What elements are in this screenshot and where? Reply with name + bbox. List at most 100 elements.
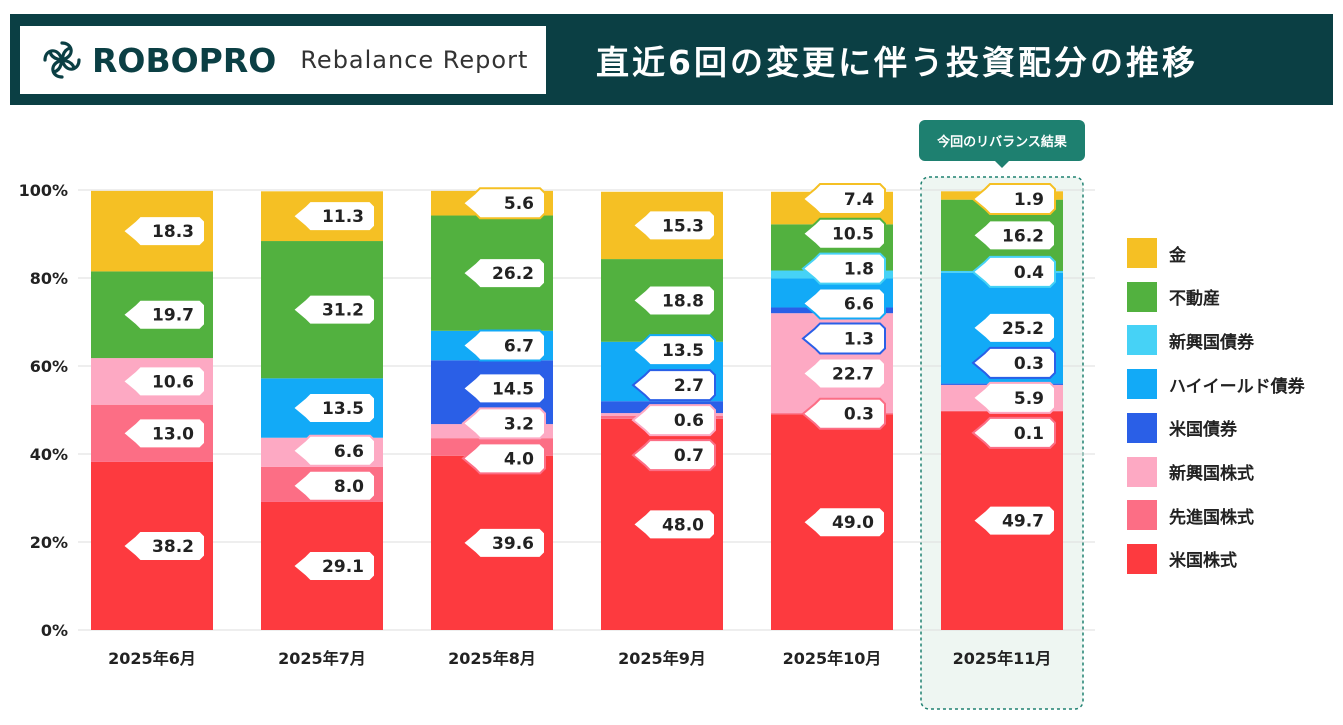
data-label: 10.6 [152, 372, 194, 392]
data-label-box [291, 549, 376, 582]
data-label-box [971, 346, 1056, 379]
legend-label: 金 [1169, 245, 1186, 266]
data-label: 11.3 [322, 207, 364, 227]
y-tick-label: 80% [30, 269, 68, 288]
legend-item: 新興国債券 [1127, 325, 1254, 356]
header-bar: ROBOPRO Rebalance Report 直近6回の変更に伴う投資配分の… [10, 14, 1333, 105]
data-label: 1.8 [844, 260, 874, 280]
data-label-box [291, 200, 376, 233]
data-label-box [461, 187, 546, 220]
data-label: 3.2 [504, 414, 534, 434]
data-label-box [631, 209, 716, 242]
data-label: 6.6 [844, 295, 874, 315]
data-label-box [971, 183, 1056, 215]
data-label-box [461, 372, 546, 405]
data-label: 49.7 [1002, 512, 1044, 532]
knot-logo-icon [43, 41, 81, 79]
x-tick-label: 2025年7月 [278, 649, 366, 668]
data-label: 2.7 [674, 376, 704, 396]
page-title: 直近6回の変更に伴う投資配分の推移 [596, 43, 1198, 82]
y-tick-label: 20% [30, 533, 68, 552]
logo-box: ROBOPRO Rebalance Report [20, 26, 546, 94]
data-label-box [121, 529, 206, 562]
data-label-box [121, 215, 206, 248]
data-label: 6.6 [334, 442, 364, 462]
data-label-box [801, 287, 886, 320]
data-label: 19.7 [152, 306, 194, 326]
legend-swatch [1127, 325, 1157, 356]
data-label-box [461, 407, 546, 440]
data-label-box [461, 526, 546, 559]
data-label-box [971, 416, 1056, 449]
data-label-box [971, 381, 1056, 414]
data-label-box [461, 442, 546, 475]
data-label: 0.6 [674, 411, 704, 431]
data-label: 0.3 [1014, 354, 1044, 374]
brand-name: ROBOPRO [92, 40, 277, 80]
data-label-box [971, 311, 1056, 344]
data-label: 26.2 [492, 264, 534, 284]
data-label-box [291, 434, 376, 467]
y-tick-label: 60% [30, 357, 68, 376]
data-label: 0.7 [674, 446, 704, 466]
legend-swatch [1127, 500, 1157, 531]
data-label-box [291, 293, 376, 326]
data-label-box [631, 334, 716, 367]
data-label: 25.2 [1002, 319, 1044, 339]
legend-swatch [1127, 412, 1157, 443]
data-label: 10.5 [832, 225, 874, 245]
data-label: 13.5 [322, 399, 364, 419]
data-label-box [291, 392, 376, 425]
data-label: 1.9 [1014, 190, 1044, 210]
data-label: 0.1 [1014, 424, 1044, 444]
data-label: 48.0 [662, 515, 704, 535]
data-label: 6.7 [504, 337, 534, 357]
data-label: 13.5 [662, 341, 704, 361]
highlight-callout-label: 今回のリバランス結果 [936, 134, 1067, 150]
legend-item: 先進国株式 [1127, 500, 1254, 531]
data-label: 15.3 [662, 216, 704, 236]
highlight-callout-box [919, 120, 1085, 161]
data-label-box [631, 284, 716, 317]
highlight-callout-arrow [994, 160, 1010, 168]
data-label: 13.0 [152, 424, 194, 444]
data-label: 18.8 [662, 291, 704, 311]
data-label: 0.4 [1014, 263, 1044, 283]
data-label-box [971, 219, 1056, 252]
data-label: 1.3 [844, 329, 874, 349]
data-label: 7.4 [844, 190, 874, 210]
legend-label: 米国株式 [1169, 551, 1237, 572]
data-label-box [971, 504, 1056, 537]
data-label: 0.3 [844, 405, 874, 425]
legend-label: 新興国債券 [1169, 332, 1254, 353]
data-label: 8.0 [334, 477, 364, 497]
legend-swatch [1127, 281, 1157, 312]
data-label-box [801, 252, 886, 285]
data-label: 49.0 [832, 513, 874, 533]
legend-swatch [1127, 543, 1157, 574]
data-label-box [801, 183, 886, 215]
x-tick-label: 2025年8月 [448, 649, 536, 668]
data-label: 29.1 [322, 557, 364, 577]
y-tick-label: 0% [41, 621, 68, 640]
data-label: 4.0 [504, 449, 534, 469]
data-label: 5.6 [504, 194, 534, 214]
data-label-box [801, 397, 886, 430]
legend-label: 不動産 [1169, 289, 1220, 310]
x-tick-label: 2025年11月 [953, 649, 1052, 668]
legend-label: 先進国株式 [1169, 507, 1254, 528]
data-label: 18.3 [152, 222, 194, 242]
data-label: 38.2 [152, 537, 194, 557]
legend-swatch [1127, 456, 1157, 487]
legend-item: 米国債券 [1127, 412, 1237, 443]
data-label-box [801, 357, 886, 390]
legend-label: 米国債券 [1169, 420, 1237, 441]
x-tick-label: 2025年10月 [783, 649, 882, 668]
data-label: 16.2 [1002, 226, 1044, 246]
data-label-box [801, 217, 886, 250]
data-label-box [631, 508, 716, 541]
report-subtitle: Rebalance Report [300, 46, 529, 74]
legend-item: 金 [1127, 238, 1186, 268]
x-tick-label: 2025年9月 [618, 649, 706, 668]
